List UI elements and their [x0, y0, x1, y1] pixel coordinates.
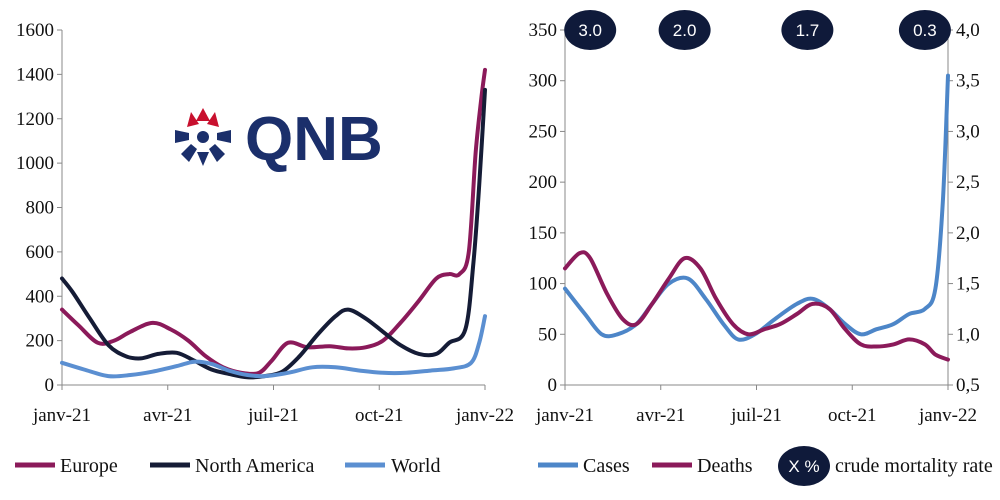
mortality-rate-label: 3.0: [578, 21, 602, 40]
legend-label-cases: Cases: [583, 455, 630, 477]
x-tick-label: avr-21: [636, 405, 685, 426]
y-tick-label: 400: [26, 286, 55, 307]
left-x-tick-labels: janv-21 avr-21 juil-21 oct-21 janv-22: [32, 385, 514, 426]
y-tick-label: 1200: [16, 109, 54, 130]
mortality-rate-label: 0.3: [913, 21, 937, 40]
y-tick-label: 1600: [16, 20, 54, 41]
x-tick-label: janv-22: [455, 405, 514, 426]
mortality-rate-bubble: [658, 10, 711, 50]
y-tick-label: 800: [26, 198, 55, 219]
y-tick-label: 1000: [16, 153, 54, 174]
y-tick-label: 350: [529, 20, 558, 41]
y-tick-label: 0: [45, 375, 55, 396]
right-right-y-tick-labels: 0,5 1,0 1,5 2,0 2,5 3,0 3,5 4,0: [948, 20, 980, 396]
left-series-group: [60, 67, 487, 380]
y-tick-label: 1400: [16, 64, 54, 85]
y-tick-label: 250: [529, 121, 558, 142]
y-tick-label: 150: [529, 223, 558, 244]
y2-tick-label: 0,5: [956, 375, 980, 396]
y-tick-label: 200: [26, 331, 55, 352]
y-tick-label: 0: [548, 375, 558, 396]
y2-tick-label: 2,0: [956, 223, 980, 244]
right-chart: 0 50 100 150 200 250 300 350 0,5 1,0 1,5 2,0 2,5 3,0…: [529, 10, 980, 426]
right-series-group: [563, 73, 950, 362]
right-series-line-cases: [563, 73, 950, 342]
y2-tick-label: 4,0: [956, 20, 980, 41]
legend-label-crude-mortality-rate: crude mortality rate: [835, 455, 993, 477]
legend-label-europe: Europe: [60, 455, 118, 477]
x-tick-label: oct-21: [355, 405, 404, 426]
left-y-tick-labels: 0 200 400 600 800 1000 1200 1400 1600: [16, 20, 62, 396]
qnb-logo: QNB: [175, 105, 383, 174]
legend-bubble-label: X %: [788, 457, 819, 476]
mortality-rate-bubble: [898, 10, 951, 50]
mortality-rate-bubble: [564, 10, 617, 50]
y2-tick-label: 1,0: [956, 324, 980, 345]
qnb-logo-emblem: [175, 108, 231, 166]
mortality-rate-bubble: [781, 10, 834, 50]
left-chart: 0 200 400 600 800 1000 1200 1400 1600 janv-21 avr…: [16, 20, 514, 426]
y2-tick-label: 3,0: [956, 121, 980, 142]
y-tick-label: 600: [26, 242, 55, 263]
qnb-logo-text: QNB: [245, 105, 383, 174]
mortality-rate-label: 1.7: [796, 21, 820, 40]
y2-tick-label: 3,5: [956, 71, 980, 92]
mortality-rate-bubbles: 3.0 2.0 1.7 0.3: [564, 10, 951, 50]
mortality-rate-label: 2.0: [673, 21, 697, 40]
right-left-y-tick-labels: 0 50 100 150 200 250 300 350: [529, 20, 565, 396]
x-tick-label: janv-22: [918, 405, 977, 426]
right-x-tick-labels: janv-21 avr-21 juil-21 oct-21 janv-22: [535, 385, 977, 426]
y-tick-label: 300: [529, 71, 558, 92]
y-tick-label: 100: [529, 274, 558, 295]
y2-tick-label: 2,5: [956, 172, 980, 193]
legend-label-world: World: [391, 455, 441, 477]
left-series-line-north-america: [60, 87, 487, 380]
y-tick-label: 200: [529, 172, 558, 193]
x-tick-label: avr-21: [143, 405, 192, 426]
y-tick-label: 50: [538, 324, 557, 345]
x-tick-label: juil-21: [730, 405, 782, 426]
y2-tick-label: 1,5: [956, 274, 980, 295]
legend-bubble-swatch: [778, 446, 830, 486]
right-series-line-deaths: [563, 250, 950, 362]
x-tick-label: janv-21: [32, 405, 91, 426]
left-series-line-europe: [60, 67, 487, 376]
left-legend: Europe North America World: [15, 455, 441, 477]
x-tick-label: juil-21: [247, 405, 299, 426]
x-tick-label: janv-21: [535, 405, 594, 426]
left-series-line-world: [60, 314, 487, 379]
right-legend: Cases Deaths X % crude mortality rate: [538, 446, 993, 486]
x-tick-label: oct-21: [828, 405, 877, 426]
legend-label-deaths: Deaths: [697, 455, 753, 477]
legend-label-north-america: North America: [195, 455, 315, 477]
